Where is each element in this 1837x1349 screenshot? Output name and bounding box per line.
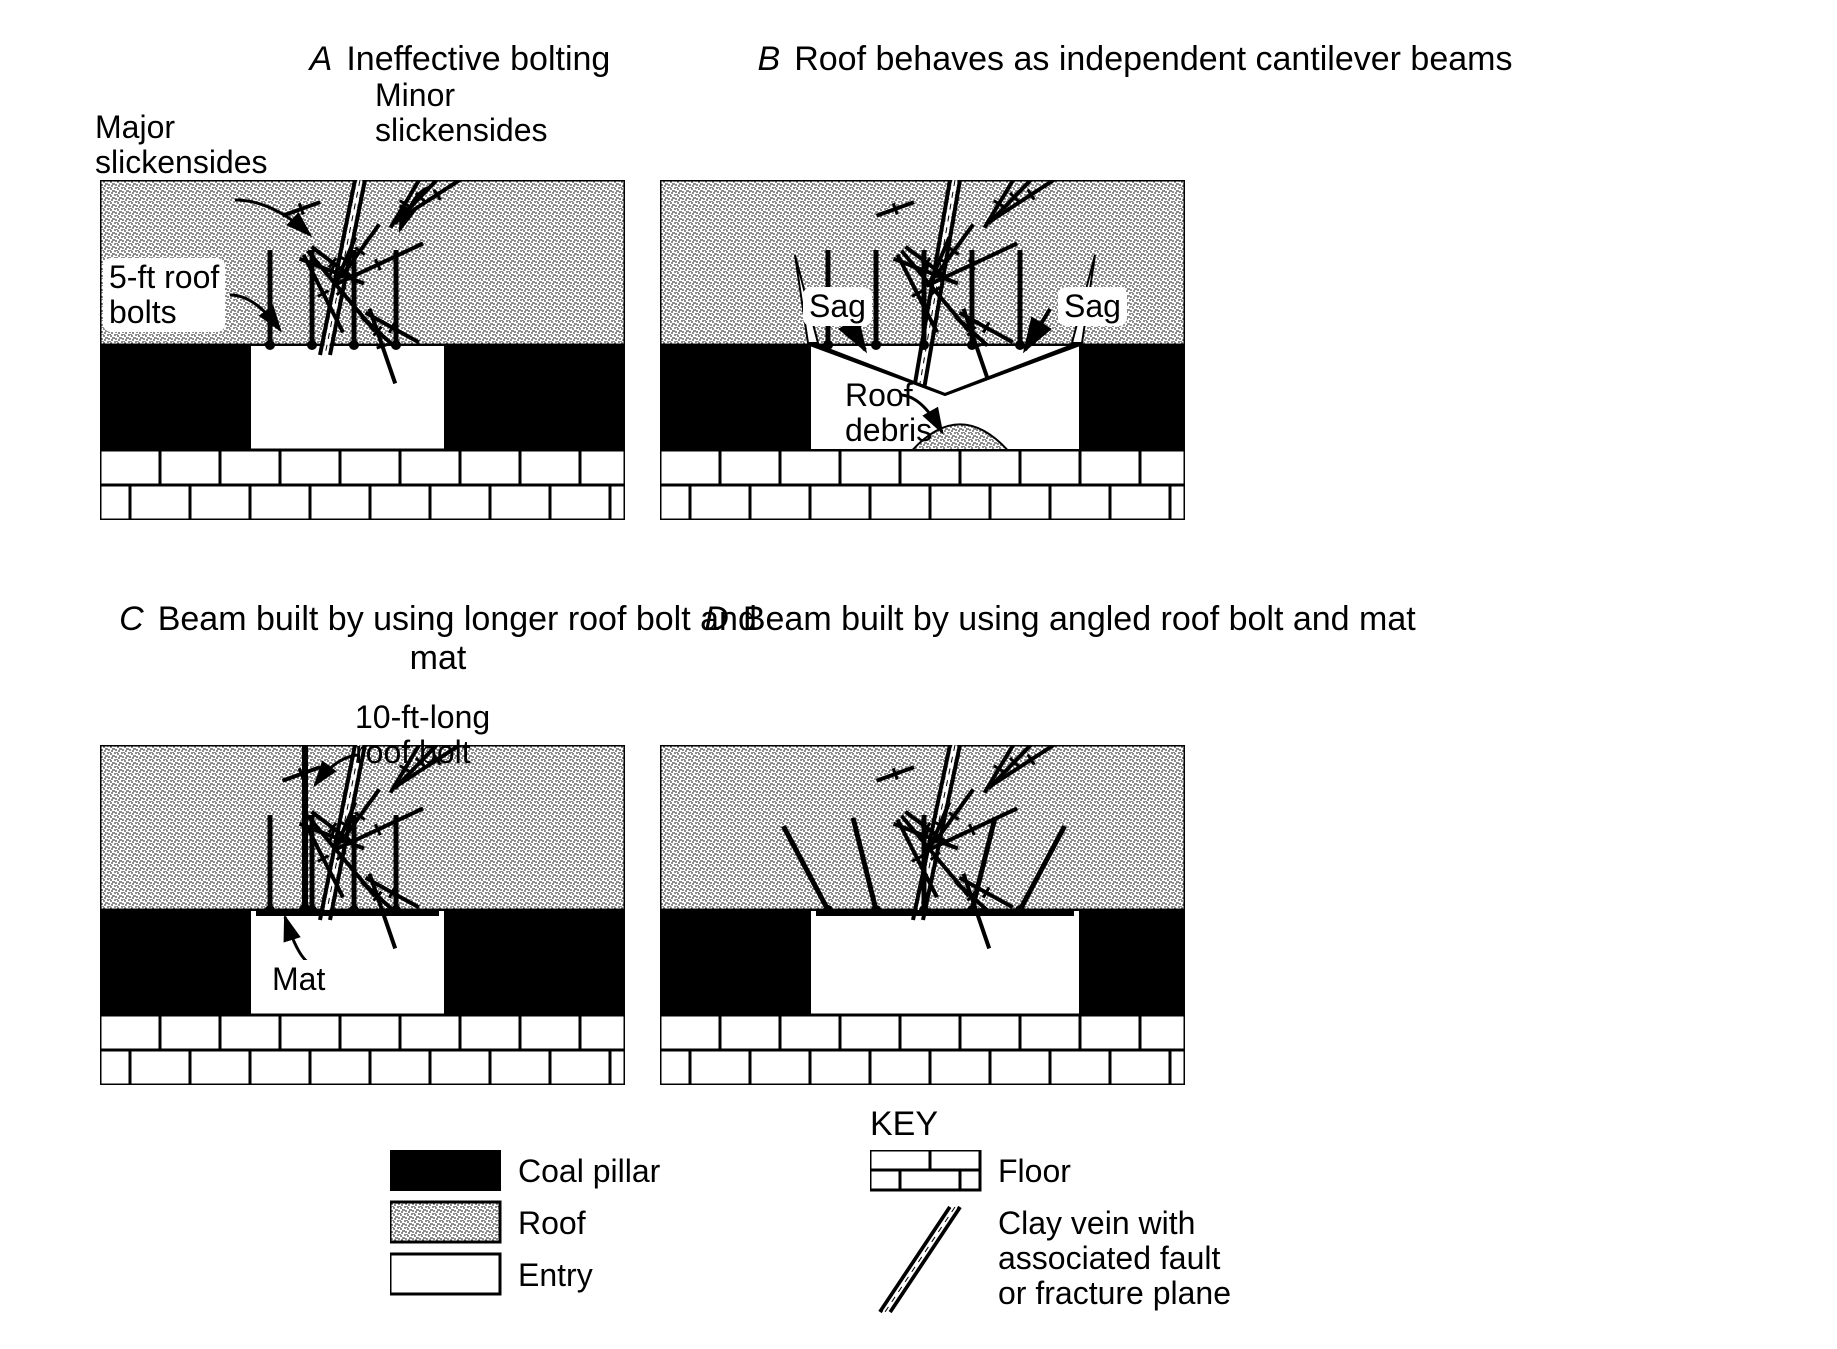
key-item-label: Floor	[998, 1153, 1071, 1189]
panel-letter: A	[310, 40, 347, 78]
key-item-label: Clay vein with associated fault or fract…	[998, 1205, 1231, 1311]
label-text: Minor slickensides	[375, 77, 548, 148]
key-title-text: KEY	[870, 1105, 938, 1143]
label-text: Roof debris	[845, 377, 932, 448]
panel-a-title: AIneffective bolting	[200, 40, 720, 79]
label-b-sag_r: Sag	[1058, 287, 1127, 326]
panel-c-svg	[100, 745, 625, 1085]
panel-d-title: DBeam built by using angled roof bolt an…	[700, 600, 1420, 639]
label-text: Mat	[272, 961, 325, 997]
key-title: KEY	[870, 1105, 938, 1144]
key-item-1: Roof	[518, 1206, 586, 1241]
label-a-major: Major slickensides	[95, 110, 268, 180]
panel-a-svg	[100, 180, 625, 520]
key-item-0: Coal pillar	[518, 1154, 660, 1189]
label-text: 10-ft-long roof bolt	[355, 699, 490, 770]
label-b-sag_l: Sag	[803, 287, 872, 326]
label-c-mat: Mat	[266, 960, 331, 999]
panel-title-text: Beam built by using longer roof bolt and…	[158, 600, 757, 677]
label-text: Sag	[1064, 288, 1121, 324]
panel-c-title: CBeam built by using longer roof bolt an…	[118, 600, 758, 678]
label-text: Major slickensides	[95, 109, 268, 180]
panel-letter: D	[704, 600, 743, 638]
label-text: Sag	[809, 288, 866, 324]
panel-b-svg	[660, 180, 1185, 520]
panel-b-title: BRoof behaves as independent cantilever …	[725, 40, 1545, 79]
key-item-label: Entry	[518, 1257, 593, 1293]
label-a-minor: Minor slickensides	[375, 78, 548, 148]
label-c-longbolt: 10-ft-long roof bolt	[355, 700, 490, 770]
label-b-debris: Roof debris	[845, 378, 932, 448]
panel-title-text: Roof behaves as independent cantilever b…	[794, 40, 1512, 78]
key-item-2: Entry	[518, 1258, 593, 1293]
label-text: 5-ft roof bolts	[109, 259, 219, 330]
key-item-label: Roof	[518, 1205, 586, 1241]
label-a-bolts: 5-ft roof bolts	[103, 258, 225, 332]
key-item-label: Coal pillar	[518, 1153, 660, 1189]
key-right-svg	[870, 1150, 1000, 1346]
panel-letter: C	[119, 600, 158, 638]
panel-d-svg	[660, 745, 1185, 1085]
key-item-4: Clay vein with associated fault or fract…	[998, 1206, 1231, 1312]
key-item-3: Floor	[998, 1154, 1071, 1189]
panel-letter: B	[758, 40, 795, 78]
panel-title-text: Beam built by using angled roof bolt and…	[743, 600, 1416, 638]
panel-title-text: Ineffective bolting	[346, 40, 610, 78]
